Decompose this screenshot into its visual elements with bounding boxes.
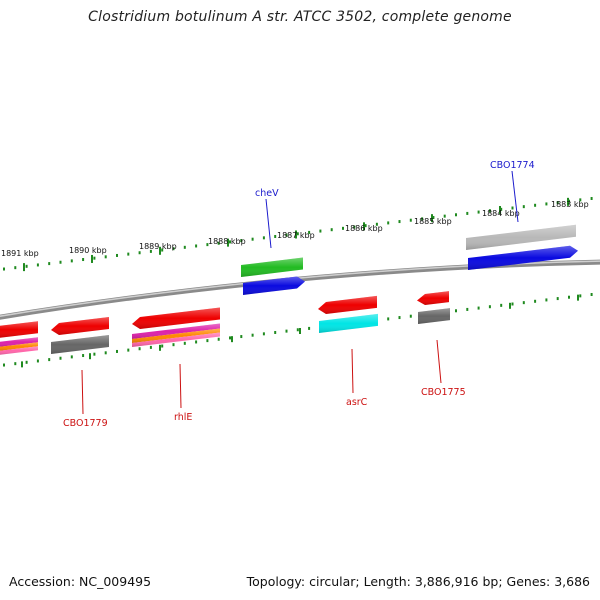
gene-leader-line — [436, 339, 442, 384]
gene-label-cheV[interactable]: cheV — [255, 188, 279, 199]
gene-arrow-CBO1774-blue[interactable] — [468, 245, 578, 270]
gene-label-CBO1779[interactable]: CBO1779 — [63, 418, 108, 429]
gene-label-rhlE[interactable]: rhlE — [174, 412, 192, 423]
gene-band-rhlE-pink[interactable] — [132, 332, 220, 347]
gene-band-edge-magenta[interactable] — [0, 337, 38, 347]
gene-arrow-cheV-blue[interactable] — [243, 276, 305, 295]
gene-band-edge-pink[interactable] — [0, 346, 38, 355]
gene-arrow-asrC-red[interactable] — [318, 295, 377, 315]
gene-arrow-rhlE-red[interactable] — [132, 307, 220, 330]
scale-tick-label: 1883 kbp — [551, 200, 589, 209]
gene-arrow-cheV-green[interactable] — [241, 257, 303, 277]
gene-leader-line — [265, 198, 272, 249]
gene-band-rhlE-orange[interactable] — [132, 328, 220, 343]
gene-leader-line — [511, 170, 519, 223]
gene-arrow-CBO1779-gray[interactable] — [51, 335, 109, 354]
gene-arrow-edge-red[interactable] — [0, 321, 38, 338]
gene-leader-line — [351, 348, 354, 394]
outer-scale-ticks: 1891 kbp 1890 kbp 1889 kbp 1888 kbp 1887 kbp… — [1, 197, 593, 272]
gene-arrow-CBO1779-red[interactable] — [51, 317, 109, 336]
gene-band-rhlE-magenta[interactable] — [132, 323, 220, 339]
scale-tick-label: 1891 kbp — [1, 249, 39, 258]
scale-tick-label: 1890 kbp — [69, 246, 107, 255]
gene-label-CBO1775[interactable]: CBO1775 — [421, 387, 466, 398]
gene-leader-line — [81, 369, 84, 415]
scale-tick-label: 1887 kbp — [277, 231, 315, 240]
genome-summary-text: Topology: circular; Length: 3,886,916 bp… — [246, 574, 590, 589]
gene-arrow-CBO1774-gray[interactable] — [466, 224, 576, 250]
scale-tick-label: 1885 kbp — [414, 217, 452, 226]
scale-tick-label: 1884 kbp — [482, 209, 520, 218]
gene-leader-line — [179, 363, 182, 409]
gene-arrow-CBO1775-gray[interactable] — [418, 308, 450, 324]
gene-arrow-CBO1775-red[interactable] — [417, 291, 449, 306]
scale-tick-label: 1889 kbp — [139, 242, 177, 251]
scale-tick-label: 1888 kbp — [208, 237, 246, 246]
gene-arrow-asrC-cyan[interactable] — [319, 313, 378, 333]
scale-tick-label: 1886 kbp — [345, 224, 383, 233]
accession-text: Accession: NC_009495 — [9, 574, 152, 589]
gene-band-edge-orange[interactable] — [0, 342, 38, 351]
genome-backbone — [0, 259, 600, 320]
map-title: Clostridium botulinum A str. ATCC 3502, … — [88, 9, 512, 25]
gene-label-CBO1774[interactable]: CBO1774 — [490, 160, 535, 171]
gene-label-asrC[interactable]: asrC — [346, 397, 368, 408]
